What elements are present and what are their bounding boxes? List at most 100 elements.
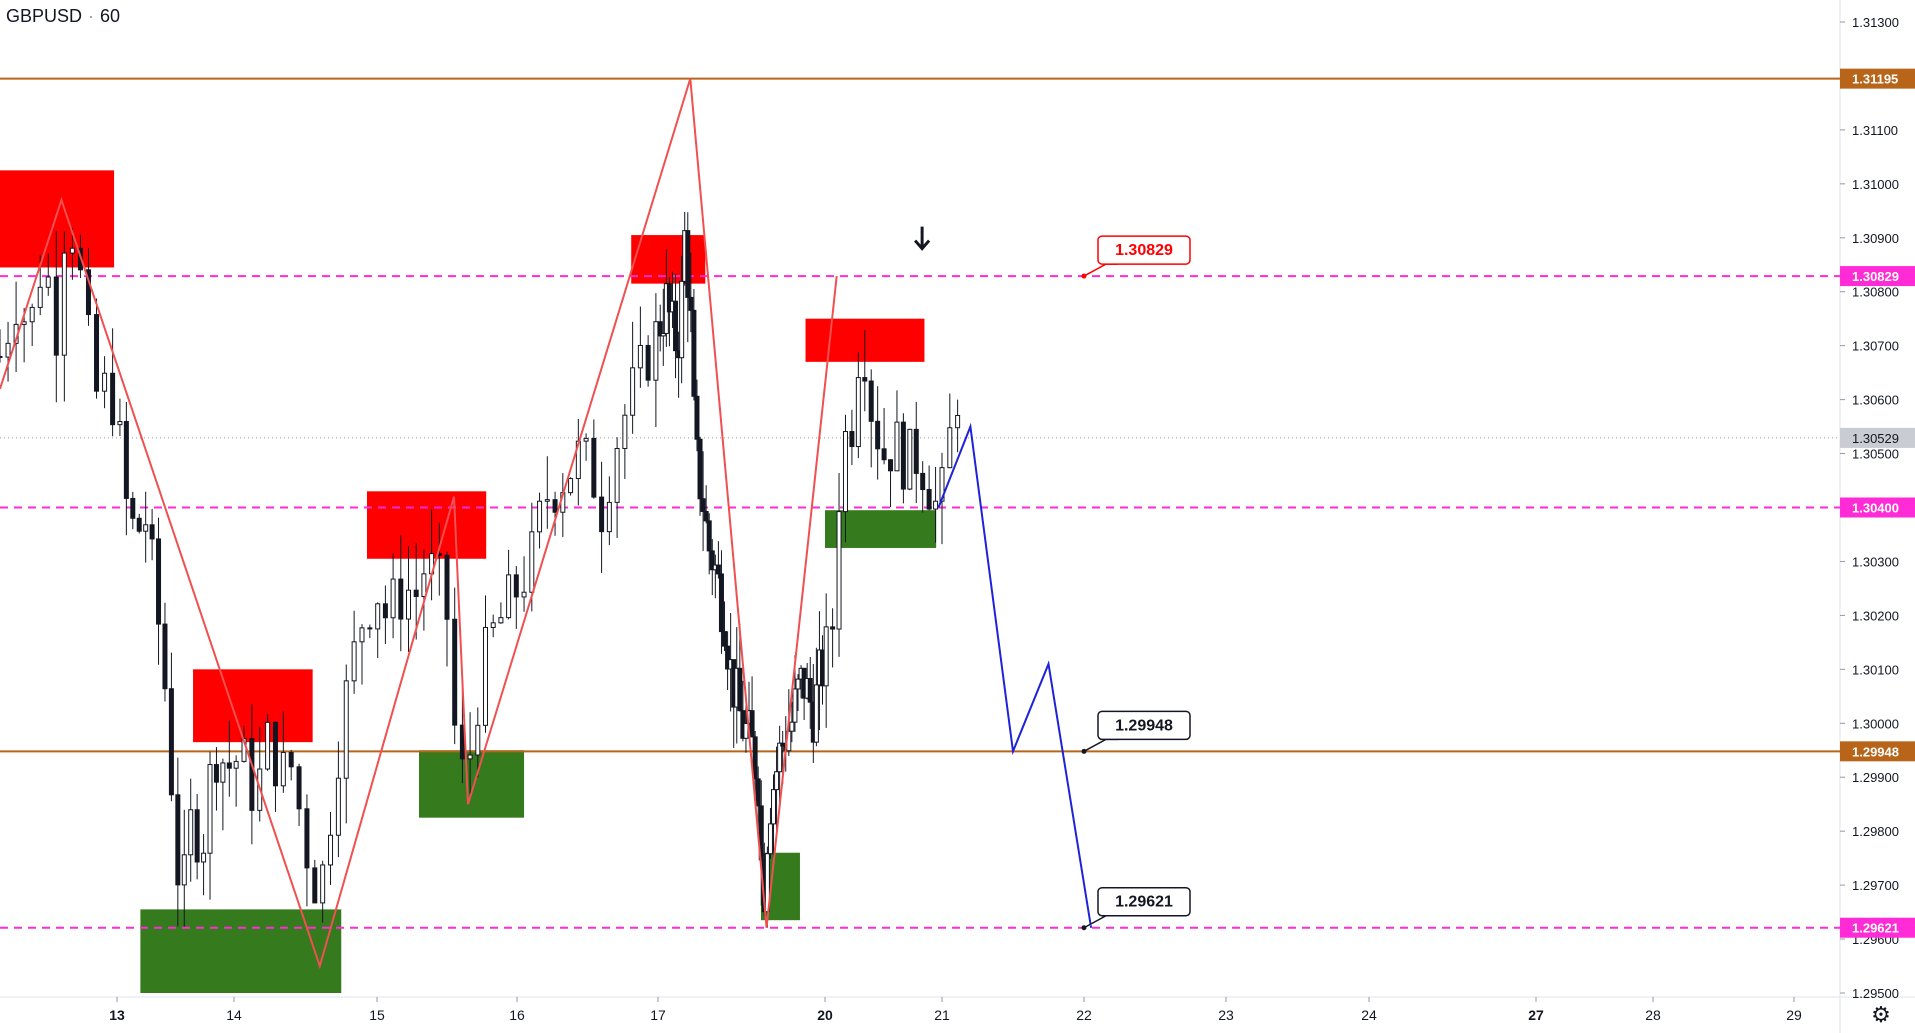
- demand-zone: [419, 750, 525, 818]
- candle-bull: [201, 852, 207, 863]
- x-tick-label: 16: [509, 1007, 525, 1023]
- candle-bull: [265, 721, 271, 770]
- candle-bull: [606, 501, 612, 533]
- candle-bear: [249, 738, 255, 811]
- price-axis-badge: [1840, 266, 1915, 287]
- symbol-name: GBPUSD: [6, 6, 83, 26]
- candle-bear: [807, 678, 813, 703]
- candle-bull: [280, 751, 286, 787]
- candle-bear: [452, 618, 458, 726]
- price-axis-badge: [1840, 741, 1915, 762]
- candle-bear: [691, 309, 697, 397]
- candle-bull: [320, 864, 326, 904]
- candle-bear: [830, 626, 836, 630]
- candle-bull: [789, 721, 795, 732]
- separator-dot: ·: [88, 6, 95, 26]
- x-tick-label: 29: [1786, 1007, 1802, 1023]
- price-axis-badge: [1840, 68, 1915, 89]
- price-axis-badge: [1840, 497, 1915, 518]
- callout-label: 1.29621: [1115, 894, 1173, 911]
- candle-bull: [506, 574, 512, 619]
- y-tick-label: 1.30900: [1852, 231, 1899, 246]
- candle-bear: [288, 751, 294, 768]
- supply-zone: [0, 170, 115, 268]
- candle-bull: [29, 306, 35, 323]
- candle-bull: [653, 321, 659, 381]
- candle-bull: [614, 447, 620, 503]
- y-tick-label: 1.30200: [1852, 608, 1899, 623]
- candle-bull: [475, 724, 481, 756]
- candle-bear: [599, 496, 605, 533]
- x-tick-label: 21: [934, 1007, 950, 1023]
- callout-box: [1097, 710, 1191, 741]
- candle-bear: [591, 437, 597, 498]
- candle-bear: [123, 420, 129, 499]
- candle-bull: [406, 589, 411, 620]
- zigzag-pattern-line: [0, 78, 838, 970]
- candle-bull: [351, 641, 357, 682]
- candle-bull: [767, 823, 773, 855]
- candle-bear: [85, 269, 91, 316]
- candle-bear: [703, 510, 709, 522]
- candle-bull: [637, 344, 643, 369]
- candle-bear: [718, 573, 724, 633]
- candle-bear: [398, 578, 404, 620]
- candle-bear: [194, 809, 200, 863]
- candle-bull: [630, 367, 636, 416]
- candle-bull: [933, 500, 939, 510]
- price-axis-badge-label: 1.29621: [1852, 921, 1899, 936]
- candle-bull: [143, 524, 149, 532]
- last-price-label: 1.30529: [1852, 431, 1899, 446]
- candle-bull: [335, 777, 341, 836]
- candle-bull: [117, 420, 123, 426]
- supply-zone: [366, 491, 487, 559]
- candle-bear: [382, 603, 388, 619]
- candle-bull: [679, 280, 685, 359]
- candle-bear: [312, 867, 318, 904]
- callout-box: [1097, 235, 1191, 265]
- candle-bull: [61, 252, 67, 356]
- candle-bear: [130, 497, 136, 519]
- y-tick-label: 1.30100: [1852, 662, 1899, 677]
- demand-zone: [140, 909, 342, 993]
- candle-bear: [149, 524, 155, 540]
- y-tick-label: 1.29700: [1852, 878, 1899, 893]
- candle-bear: [737, 667, 743, 712]
- candle-bear: [0, 355, 3, 358]
- candle-bull: [390, 578, 396, 619]
- y-tick-label: 1.31100: [1852, 123, 1898, 138]
- candle-bear: [780, 742, 786, 747]
- candle-bull: [102, 372, 108, 392]
- price-axis-badge-label: 1.30400: [1852, 501, 1899, 516]
- candle-bear: [272, 721, 278, 787]
- candle-bull: [181, 854, 187, 886]
- candle-bull: [490, 622, 496, 628]
- candle-bull: [421, 573, 427, 598]
- candle-bear: [552, 499, 558, 513]
- candle-bull: [359, 627, 365, 643]
- candle-bear: [715, 564, 721, 575]
- candle-bull: [483, 626, 488, 726]
- candle-bear: [666, 283, 672, 313]
- candle-bull: [813, 684, 819, 743]
- candle-bull: [233, 760, 239, 769]
- callout-anchor-dot: [1081, 748, 1087, 754]
- callout-anchor-dot: [1081, 925, 1087, 931]
- candle-bear: [749, 710, 755, 738]
- candle-bear: [296, 766, 302, 810]
- candle-bear: [367, 627, 373, 630]
- gear-icon[interactable]: ⚙: [1871, 1003, 1891, 1028]
- candle-bull: [544, 499, 550, 502]
- x-tick-label: 23: [1218, 1007, 1234, 1023]
- callout-box: [1097, 886, 1191, 917]
- candle-bear: [755, 778, 761, 807]
- y-tick-label: 1.31300: [1852, 15, 1899, 30]
- x-tick-label: 28: [1645, 1007, 1661, 1023]
- candle-bull: [498, 617, 504, 624]
- candle-bear: [53, 276, 59, 356]
- symbol-header[interactable]: GBPUSD · 60: [6, 6, 120, 27]
- candle-bull: [792, 688, 798, 723]
- supply-zone: [631, 235, 706, 284]
